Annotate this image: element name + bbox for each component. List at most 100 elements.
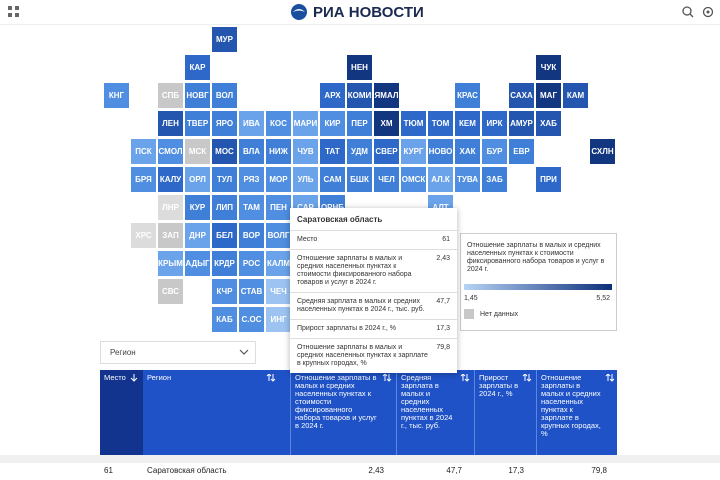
region-tile[interactable]: МУР [212, 27, 237, 52]
search-icon[interactable] [682, 6, 694, 18]
region-tile[interactable]: ДНР [185, 223, 210, 248]
region-tile[interactable]: МАРИ [293, 111, 318, 136]
region-tile[interactable]: ТУЛ [212, 167, 237, 192]
region-tile[interactable]: ЯРО [212, 111, 237, 136]
region-tile[interactable]: ТАТ [320, 139, 345, 164]
sort-icon[interactable] [382, 374, 392, 382]
region-tile[interactable]: КАЛУ [158, 167, 183, 192]
region-tile[interactable]: САМ [320, 167, 345, 192]
region-tile[interactable]: АЛ.К [428, 167, 453, 192]
region-tile[interactable]: СХЛН [590, 139, 615, 164]
region-tile[interactable]: УДМ [347, 139, 372, 164]
region-tile[interactable]: АРХ [320, 83, 345, 108]
region-tile[interactable]: СТАВ [239, 279, 264, 304]
region-tile[interactable]: ЛИП [212, 195, 237, 220]
region-tile[interactable]: ЧУВ [293, 139, 318, 164]
region-tile[interactable]: ЗАП [158, 223, 183, 248]
sort-icon[interactable] [266, 374, 276, 382]
region-tile[interactable]: ПСК [131, 139, 156, 164]
region-tile[interactable]: ЯМАЛ [374, 83, 399, 108]
region-tile[interactable]: ТВЕР [185, 111, 210, 136]
region-tile[interactable]: МОР [266, 167, 291, 192]
region-tile[interactable]: КИР [320, 111, 345, 136]
region-tile[interactable]: ТЮМ [401, 111, 426, 136]
sort-icon[interactable] [605, 374, 615, 382]
column-header[interactable]: Отношение зарплаты в малых и средних нас… [536, 370, 617, 455]
region-tile[interactable]: КУР [185, 195, 210, 220]
region-tile[interactable]: НОВГ [185, 83, 210, 108]
region-tile[interactable]: ХАК [455, 139, 480, 164]
region-tile[interactable]: ЕВР [509, 139, 534, 164]
region-tile[interactable]: БШК [347, 167, 372, 192]
region-tile[interactable]: ЧУК [536, 55, 561, 80]
region-tile[interactable]: РЯЗ [239, 167, 264, 192]
region-tile[interactable]: НИЖ [266, 139, 291, 164]
region-tile[interactable]: АДЫГ [185, 251, 210, 276]
column-header[interactable]: Средняя зарплата в малых и средних насел… [396, 370, 472, 455]
region-tile[interactable]: КЕМ [455, 111, 480, 136]
region-tile[interactable]: КНГ [104, 83, 129, 108]
region-tile[interactable]: КРАС [455, 83, 480, 108]
region-tile[interactable]: ОМСК [401, 167, 426, 192]
region-tile[interactable]: ИРК [482, 111, 507, 136]
region-tile[interactable]: ВЛА [239, 139, 264, 164]
region-tile[interactable]: КУРГ [401, 139, 426, 164]
region-tile[interactable]: МАГ [536, 83, 561, 108]
region-tile[interactable]: КОМИ [347, 83, 372, 108]
region-tile[interactable]: ПЕН [266, 195, 291, 220]
region-tile[interactable]: ТОМ [428, 111, 453, 136]
region-tile[interactable]: ЛНР [158, 195, 183, 220]
region-tile[interactable]: ВОР [239, 223, 264, 248]
region-tile[interactable]: ТАМ [239, 195, 264, 220]
region-tile[interactable]: КРДР [212, 251, 237, 276]
region-tile[interactable]: СМОЛ [158, 139, 183, 164]
region-tile[interactable]: КАР [185, 55, 210, 80]
region-tile[interactable]: ХАБ [536, 111, 561, 136]
column-header[interactable]: Отношение зарплаты в малых и средних нас… [290, 370, 394, 455]
region-tile[interactable]: МСК [185, 139, 210, 164]
region-tile[interactable]: ИНГ [266, 307, 291, 332]
region-tile[interactable]: НОВО [428, 139, 453, 164]
region-tile[interactable]: НЕН [347, 55, 372, 80]
region-tile[interactable]: ХРС [131, 223, 156, 248]
region-tile[interactable]: УЛЬ [293, 167, 318, 192]
region-tile[interactable]: КАМ [563, 83, 588, 108]
region-tile[interactable]: БЕЛ [212, 223, 237, 248]
region-tile[interactable]: ТУВА [455, 167, 480, 192]
column-header[interactable]: Прирост зарплаты в 2024 г., % [474, 370, 534, 455]
region-tile[interactable]: СПБ [158, 83, 183, 108]
region-tile[interactable]: ВОЛГ [266, 223, 291, 248]
column-header[interactable]: Место [100, 370, 143, 455]
sort-icon[interactable] [460, 374, 470, 382]
settings-icon[interactable] [702, 6, 714, 18]
sort-icon[interactable] [522, 374, 532, 382]
region-tile[interactable]: ВОЛ [212, 83, 237, 108]
sort-icon[interactable] [130, 374, 140, 382]
region-tile[interactable]: ЗАБ [482, 167, 507, 192]
region-tile[interactable]: ЧЕЛ [374, 167, 399, 192]
menu-icon[interactable] [8, 6, 20, 18]
region-tile[interactable]: С.ОС [239, 307, 264, 332]
region-tile[interactable]: ЛЕН [158, 111, 183, 136]
region-tile[interactable]: КАЛМ [266, 251, 291, 276]
region-tile[interactable]: АМУР [509, 111, 534, 136]
region-tile[interactable]: КЧР [212, 279, 237, 304]
column-header[interactable]: Регион [143, 370, 279, 455]
region-tile[interactable]: КАБ [212, 307, 237, 332]
region-tile[interactable]: ЧЕЧ [266, 279, 291, 304]
region-tile[interactable]: БРЯ [131, 167, 156, 192]
region-tile[interactable]: РОС [239, 251, 264, 276]
logo[interactable]: РИА НОВОСТИ [290, 3, 424, 21]
region-tile[interactable]: БУР [482, 139, 507, 164]
region-tile[interactable]: СВС [158, 279, 183, 304]
region-tile[interactable]: ПРИ [536, 167, 561, 192]
region-tile[interactable]: КРЫМ [158, 251, 183, 276]
region-dropdown[interactable]: Регион [100, 341, 256, 364]
region-tile[interactable]: ПЕР [347, 111, 372, 136]
region-tile[interactable]: ОРЛ [185, 167, 210, 192]
region-tile[interactable]: СВЕР [374, 139, 399, 164]
region-tile[interactable]: КОС [266, 111, 291, 136]
region-tile[interactable]: ХМ [374, 111, 399, 136]
region-tile[interactable]: ИВА [239, 111, 264, 136]
region-tile[interactable]: МОС [212, 139, 237, 164]
